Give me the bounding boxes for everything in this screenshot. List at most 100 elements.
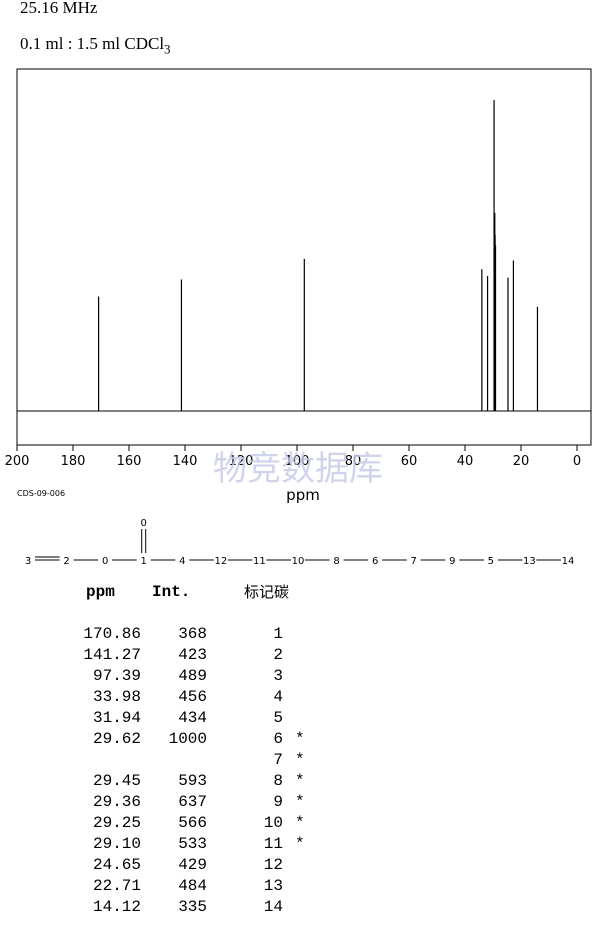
structure-atom-label: 6 — [372, 556, 378, 567]
sample-label-subscript: 3 — [164, 41, 171, 57]
cell-label: 1 — [273, 625, 283, 643]
cell-label: 11 — [263, 835, 283, 853]
cell-star: * — [295, 751, 305, 769]
sample-label-text: 0.1 ml : 1.5 ml CDCl — [20, 34, 165, 53]
table-row: 141.27 423 2 — [0, 646, 595, 667]
cell-intensity: 368 — [178, 625, 207, 643]
cell-ppm: 29.10 — [92, 835, 141, 853]
cell-intensity: 456 — [178, 688, 207, 706]
structure-atom-label: 13 — [523, 556, 536, 567]
cell-intensity: 434 — [178, 709, 207, 727]
x-tick-label: 80 — [345, 454, 362, 469]
plot-frame — [16, 68, 592, 446]
col-header-label: 标记碳 — [244, 583, 290, 601]
peaks-group — [97, 100, 539, 411]
table-row: 97.39 489 3 — [0, 667, 595, 688]
cell-ppm: 170.86 — [83, 625, 141, 643]
table-row: 29.62 1000 6 * — [0, 730, 595, 751]
cell-intensity: 533 — [178, 835, 207, 853]
x-tick-label: 40 — [457, 454, 474, 469]
cell-star: * — [295, 730, 305, 748]
cell-star: * — [295, 814, 305, 832]
structure-atom-label: 1 — [141, 556, 147, 567]
cell-ppm: 97.39 — [92, 667, 141, 685]
cell-ppm: 29.36 — [92, 793, 141, 811]
cell-star: * — [295, 772, 305, 790]
structure-top-atom: 0 — [141, 518, 147, 529]
table-row: 29.36 637 9 * — [0, 793, 595, 814]
frequency-label: 25.16 MHz — [20, 0, 98, 17]
cell-label: 12 — [263, 856, 283, 874]
cell-intensity: 566 — [178, 814, 207, 832]
structure-atom-label: 14 — [562, 556, 575, 567]
structure-atom-label: 10 — [292, 556, 305, 567]
cell-label: 10 — [263, 814, 283, 832]
structure-atom-label: 0 — [102, 556, 108, 567]
cell-intensity: 423 — [178, 646, 207, 664]
cell-label: 8 — [273, 772, 283, 790]
x-tick-label: 120 — [229, 454, 254, 469]
cell-ppm: 29.45 — [92, 772, 141, 790]
cell-label: 6 — [273, 730, 283, 748]
x-tick-label: 100 — [285, 454, 310, 469]
spectrum-code: CDS-09-006 — [17, 489, 66, 498]
structure-atom-label: 4 — [179, 556, 185, 567]
x-tick-label: 20 — [513, 454, 530, 469]
cell-label: 9 — [273, 793, 283, 811]
nmr-spectrum-chart: 200 180 160 140 120 100 80 60 40 20 0 物竞数据库 ppm — [5, 68, 592, 504]
cell-ppm: 22.71 — [92, 877, 141, 895]
table-row: 24.65 429 12 — [0, 856, 595, 877]
structure-diagram: 3 2 0 1 4 12 11 10 8 6 7 9 5 13 140 — [25, 518, 575, 567]
cell-label: 3 — [273, 667, 283, 685]
cell-intensity: 489 — [178, 667, 207, 685]
cell-ppm: 141.27 — [83, 646, 141, 664]
x-tick-label: 60 — [401, 454, 418, 469]
table-row: 33.98 456 4 — [0, 688, 595, 709]
cell-intensity: 637 — [178, 793, 207, 811]
table-row: 29.45 593 8 * — [0, 772, 595, 793]
x-tick-label: 0 — [573, 454, 581, 469]
table-row: 7 * — [0, 751, 595, 772]
structure-atom-label: 9 — [449, 556, 455, 567]
structure-atom-label: 5 — [488, 556, 494, 567]
table-row: 14.12 335 14 — [0, 898, 595, 919]
cell-label: 4 — [273, 688, 283, 706]
cell-ppm: 29.25 — [92, 814, 141, 832]
structure-atom-label: 8 — [333, 556, 339, 567]
table-row: 31.94 434 5 — [0, 709, 595, 730]
cell-label: 5 — [273, 709, 283, 727]
x-tick-label: 140 — [173, 454, 198, 469]
cell-label: 13 — [263, 877, 283, 895]
cell-intensity: 1000 — [168, 730, 207, 748]
x-axis-ticks: 200 180 160 140 120 100 80 60 40 20 0 — [5, 445, 581, 469]
x-tick-label: 180 — [61, 454, 86, 469]
table-row: 22.71 484 13 — [0, 877, 595, 898]
cell-ppm: 31.94 — [92, 709, 141, 727]
watermark: 物竞数据库 — [213, 449, 383, 489]
cell-intensity: 429 — [178, 856, 207, 874]
cell-intensity: 335 — [178, 898, 207, 916]
cell-ppm: 33.98 — [92, 688, 141, 706]
cell-label: 7 — [273, 751, 283, 769]
structure-atom-label: 7 — [411, 556, 417, 567]
cell-ppm: 24.65 — [92, 856, 141, 874]
cell-label: 2 — [273, 646, 283, 664]
table-row: 170.86 368 1 — [0, 625, 595, 646]
structure-atom-label: 12 — [214, 556, 227, 567]
sample-label: 0.1 ml : 1.5 ml CDCl3 — [20, 34, 171, 59]
cell-ppm: 14.12 — [92, 898, 141, 916]
cell-label: 14 — [263, 898, 283, 916]
x-tick-label: 160 — [117, 454, 142, 469]
cell-intensity: 484 — [178, 877, 207, 895]
structure-atom-label: 3 — [25, 556, 31, 567]
cell-intensity: 593 — [178, 772, 207, 790]
cell-star: * — [295, 835, 305, 853]
structure-atom-label: 2 — [63, 556, 69, 567]
structure-group: 3 2 0 1 4 12 11 10 8 6 7 9 5 13 140 — [25, 518, 575, 567]
x-tick-label: 200 — [5, 454, 30, 469]
table-row: 29.25 566 10 * — [0, 814, 595, 835]
structure-atom-label: 11 — [253, 556, 266, 567]
table-row: 29.10 533 11 * — [0, 835, 595, 856]
col-header-int: Int. — [152, 583, 191, 601]
cell-star: * — [295, 793, 305, 811]
